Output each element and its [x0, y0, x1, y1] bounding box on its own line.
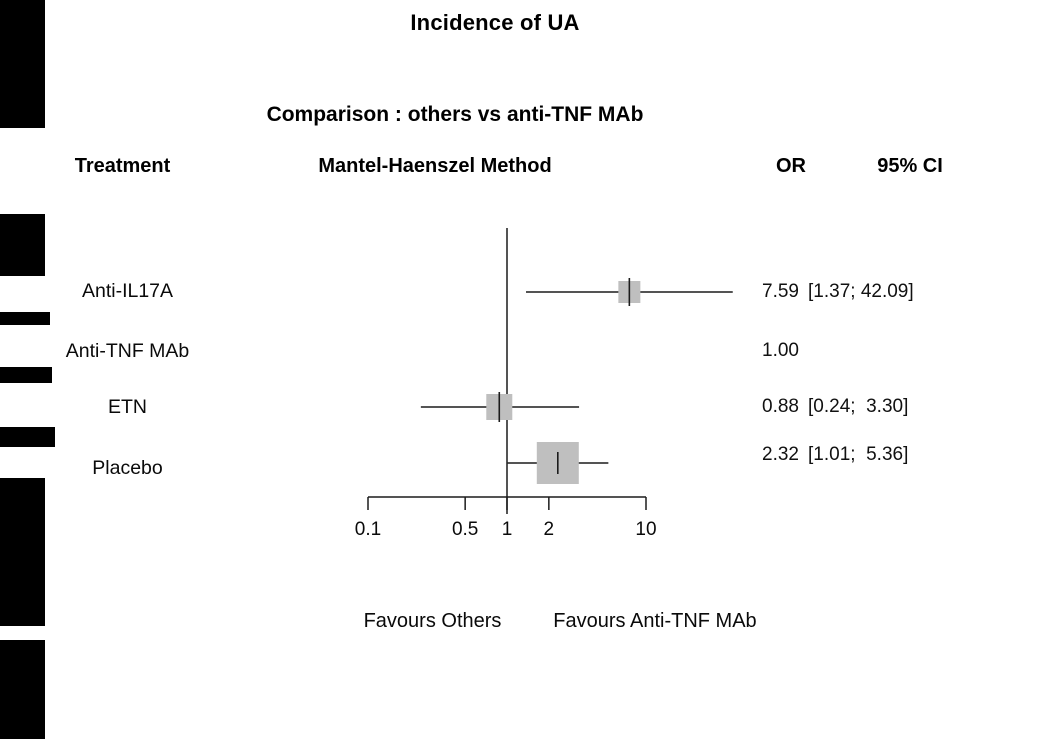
chart-title: Incidence of UA	[410, 10, 580, 35]
column-header-treatment: Treatment	[74, 155, 171, 177]
treatment-label: Anti-TNF MAb	[65, 340, 190, 362]
black-redaction-bar	[0, 312, 50, 325]
black-redaction-bar	[0, 478, 45, 626]
column-header-ci: 95% CI	[877, 155, 943, 177]
black-redaction-bar	[0, 0, 45, 128]
treatment-label: Placebo	[92, 457, 163, 479]
ci-value: [1.37; 42.09]	[808, 281, 914, 302]
black-redaction-bar	[0, 214, 45, 276]
treatment-label: Anti-IL17A	[81, 280, 174, 302]
or-value: 1.00	[762, 340, 799, 361]
or-value: 7.59	[762, 281, 799, 302]
chart-subtitle: Comparison : others vs anti-TNF MAb	[266, 103, 644, 126]
black-redaction-bar	[0, 367, 52, 383]
x-tick-label: 0.1	[354, 519, 382, 540]
or-value: 2.32	[762, 444, 799, 465]
treatment-label: ETN	[108, 396, 147, 418]
column-header-or: OR	[776, 155, 806, 177]
black-redaction-bar	[0, 427, 55, 447]
x-tick-label: 10	[635, 519, 657, 540]
ci-value: [1.01; 5.36]	[808, 444, 909, 465]
x-tick-label: 2	[543, 519, 555, 540]
column-header-method: Mantel-Haenszel Method	[318, 155, 552, 177]
black-redaction-bar	[0, 640, 45, 739]
axis-label-favours-left: Favours Others	[363, 610, 502, 632]
or-value: 0.88	[762, 396, 799, 417]
x-tick-label: 1	[501, 519, 513, 540]
ci-value: [0.24; 3.30]	[808, 396, 909, 417]
x-tick-label: 0.5	[451, 519, 479, 540]
axis-label-favours-right: Favours Anti-TNF MAb	[553, 610, 757, 632]
